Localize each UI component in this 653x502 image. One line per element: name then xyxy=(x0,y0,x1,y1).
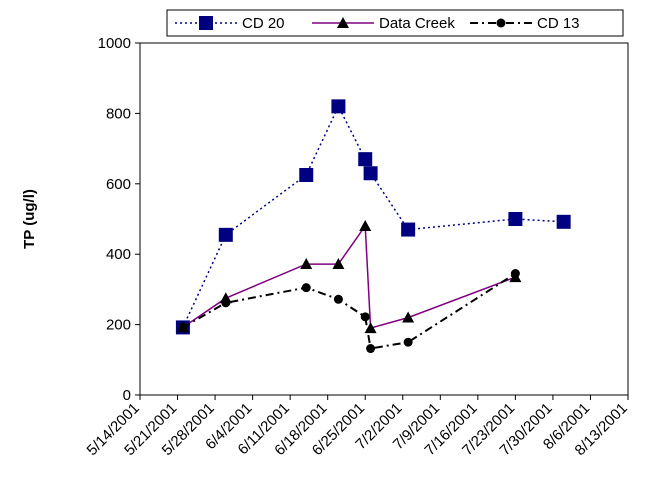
data-point-data-creek xyxy=(402,311,415,323)
legend-item-cd-20: CD 20 xyxy=(175,15,285,32)
data-point-cd-20 xyxy=(218,227,233,242)
legend-marker-cd-13 xyxy=(496,18,506,28)
series-cd-13 xyxy=(178,269,520,354)
data-point-cd-20 xyxy=(556,214,571,229)
data-point-data-creek xyxy=(300,258,313,270)
legend-label-data-creek: Data Creek xyxy=(379,15,455,32)
data-point-data-creek xyxy=(332,258,345,270)
data-point-cd-13 xyxy=(301,283,311,293)
data-point-cd-20 xyxy=(331,99,346,114)
y-tick-label: 200 xyxy=(106,317,131,334)
legend-item-data-creek: Data Creek xyxy=(312,15,455,32)
plot-frame xyxy=(139,42,629,396)
y-tick-label: 800 xyxy=(106,105,131,122)
data-point-cd-13 xyxy=(178,322,188,332)
y-axis-title: TP (ug/l) xyxy=(21,189,38,249)
legend-marker-cd-20 xyxy=(199,16,213,30)
series-line-cd-20 xyxy=(182,104,564,328)
data-point-cd-20 xyxy=(508,212,523,226)
legend-label-cd-13: CD 13 xyxy=(537,15,580,32)
data-point-cd-13 xyxy=(403,337,413,347)
legend-marker-data-creek xyxy=(337,17,349,28)
series-line-data-creek xyxy=(182,223,516,330)
data-point-cd-13 xyxy=(510,269,520,279)
plot-area xyxy=(139,42,629,396)
data-point-cd-20 xyxy=(299,168,314,182)
y-tick-label: 400 xyxy=(106,246,131,263)
y-tick-label: 1000 xyxy=(98,35,131,52)
legend-box xyxy=(166,9,624,37)
data-point-cd-13 xyxy=(221,298,231,308)
series-group xyxy=(175,99,571,354)
data-point-cd-13 xyxy=(360,312,370,322)
y-tick-label: 600 xyxy=(106,176,131,193)
data-point-cd-13 xyxy=(333,294,343,304)
legend-item-cd-13: CD 13 xyxy=(470,15,580,32)
data-point-cd-13 xyxy=(366,344,376,354)
legend: CD 20 Data Creek CD 13 xyxy=(166,9,624,37)
data-point-data-creek xyxy=(359,220,372,232)
legend-label-cd-20: CD 20 xyxy=(242,15,285,32)
y-tick-label: 0 xyxy=(123,387,131,404)
data-point-cd-20 xyxy=(401,222,416,237)
series-line-cd-13 xyxy=(182,272,516,350)
data-point-cd-20 xyxy=(363,166,378,181)
data-point-cd-20 xyxy=(358,152,373,167)
